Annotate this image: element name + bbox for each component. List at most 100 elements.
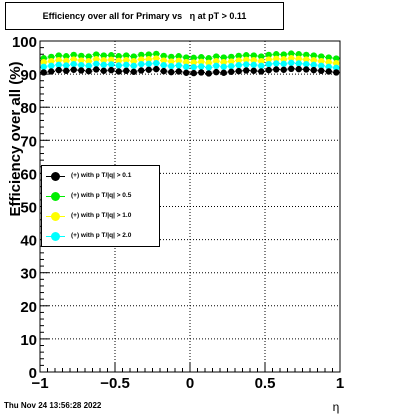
data-point: [153, 50, 160, 58]
data-point: [145, 51, 152, 58]
data-point: [220, 63, 227, 71]
data-point: [220, 58, 227, 66]
data-point: [235, 67, 242, 75]
data-point: [235, 61, 242, 69]
plot-frame: [39, 40, 341, 373]
data-point: [115, 62, 122, 69]
data-point: [138, 56, 145, 63]
data-point: [198, 69, 205, 76]
legend-label: (+) with p T/|q| > 0.1: [71, 172, 132, 179]
data-point: [40, 63, 47, 71]
data-point: [250, 56, 257, 64]
data-point: [250, 52, 257, 59]
data-point: [183, 54, 190, 61]
data-point: [55, 56, 62, 64]
x-tick-label: −0.5: [100, 375, 130, 392]
data-point: [115, 57, 122, 65]
data-point: [333, 64, 340, 72]
data-point: [55, 66, 62, 74]
data-point: [273, 66, 280, 73]
data-point: [138, 67, 145, 74]
data-point: [235, 57, 242, 64]
data-point: [198, 58, 205, 66]
data-point: [295, 51, 302, 58]
data-point: [160, 57, 167, 64]
data-point: [243, 52, 250, 59]
x-tick-label: 0.5: [255, 375, 276, 392]
data-point: [153, 55, 160, 62]
legend-entry-3: (+) with p T/|q| > 1.0: [42, 207, 159, 227]
data-point: [160, 52, 167, 60]
data-point: [115, 53, 122, 60]
data-point: [258, 53, 265, 60]
y-tick-label: 90: [20, 67, 37, 84]
legend-entry-2: (+) with p T/|q| > 0.5: [42, 187, 159, 207]
data-point: [48, 68, 55, 75]
legend-label: (+) with p T/|q| > 0.5: [71, 192, 132, 199]
data-point: [183, 58, 190, 66]
data-point: [235, 52, 242, 60]
data-point: [78, 67, 85, 74]
data-point: [303, 56, 310, 63]
data-point: [220, 54, 227, 61]
data-point: [333, 55, 340, 62]
data-point: [243, 67, 250, 74]
data-point: [183, 63, 190, 71]
data-point: [303, 60, 310, 68]
data-point: [273, 60, 280, 67]
data-point: [63, 67, 70, 74]
data-point: [108, 56, 115, 64]
data-point: [258, 62, 265, 70]
legend-marker-green-icon: [46, 192, 65, 201]
data-point: [85, 53, 92, 60]
data-point: [318, 57, 325, 65]
title-box: Efficiency over all for Primary vs η at …: [5, 2, 284, 30]
data-point: [160, 67, 167, 75]
data-point: [220, 69, 227, 76]
data-point: [228, 53, 235, 61]
data-point: [145, 66, 152, 73]
legend: (+) with p T/|q| > 0.1 (+) with p T/|q| …: [41, 165, 160, 247]
data-point: [190, 54, 197, 62]
x-tick-label: 1: [336, 375, 344, 392]
data-point: [243, 61, 250, 68]
data-point: [160, 61, 167, 69]
data-point: [310, 61, 317, 69]
data-point: [243, 56, 250, 64]
data-point: [123, 67, 130, 74]
data-point: [145, 60, 152, 68]
data-point: [333, 59, 340, 67]
data-point: [168, 58, 175, 65]
data-point: [175, 53, 182, 60]
data-point: [100, 52, 107, 59]
data-point: [78, 52, 85, 60]
data-point: [325, 58, 332, 66]
data-point: [280, 60, 287, 68]
timestamp: Thu Nov 24 13:56:28 2022: [4, 401, 102, 410]
data-point: [325, 54, 332, 61]
data-point: [175, 62, 182, 69]
data-point: [138, 60, 145, 68]
data-point: [303, 66, 310, 73]
data-point: [325, 68, 332, 75]
data-point: [153, 65, 160, 73]
data-point: [228, 62, 235, 70]
data-point: [198, 54, 205, 61]
legend-entry-1: (+) with p T/|q| > 0.1: [42, 167, 159, 187]
data-point: [70, 51, 77, 59]
data-point: [228, 58, 235, 65]
y-tick-label: 100: [12, 34, 37, 51]
x-tick-label: 0: [186, 375, 194, 392]
data-point: [190, 63, 197, 71]
data-point: [265, 60, 272, 68]
legend-entry-4: (+) with p T/|q| > 2.0: [42, 227, 159, 247]
data-point: [168, 53, 175, 61]
data-point: [280, 66, 287, 73]
data-point: [85, 67, 92, 75]
data-point: [213, 57, 220, 65]
data-point: [205, 55, 212, 62]
data-point: [228, 68, 235, 75]
legend-label: (+) with p T/|q| > 1.0: [71, 212, 132, 219]
series-group: [40, 55, 340, 67]
data-point: [130, 53, 137, 60]
